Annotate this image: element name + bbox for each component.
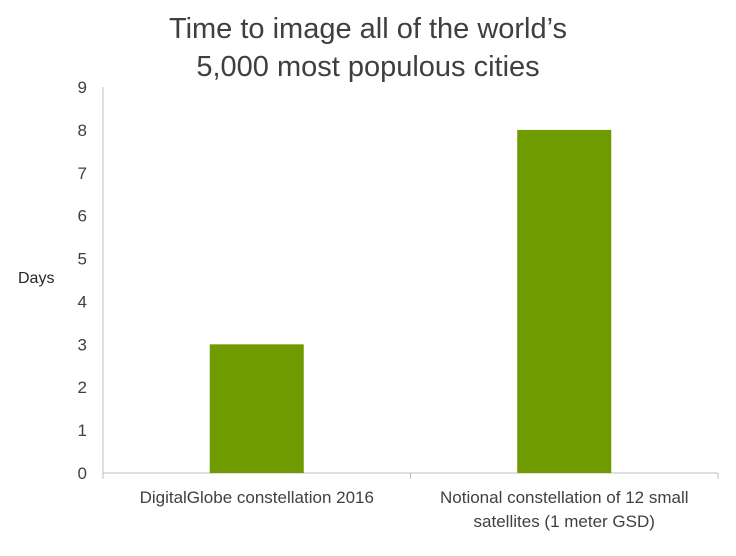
x-axis [102,472,719,479]
x-category-label: DigitalGlobe constellation 2016 [140,488,374,507]
y-tick-label: 0 [78,464,87,483]
chart-title-line-1: Time to image all of the world’s [168,13,568,45]
y-tick-label: 3 [78,335,87,354]
x-category-label: Notional constellation of 12 small [440,488,689,507]
y-tick-label: 1 [78,421,87,440]
bars [209,129,612,473]
chart-title: Time to image all of the world’s 5,000 m… [0,10,736,86]
bar [209,344,304,473]
bar [517,129,612,473]
y-tick-label: 6 [78,207,87,226]
y-tick-label: 4 [78,292,87,311]
y-tick-label: 7 [78,164,87,183]
x-category-label: satellites (1 meter GSD) [474,512,655,531]
chart-title-line-2: 5,000 most populous cities [196,51,540,83]
y-axis-label: Days [18,270,55,287]
y-axis: 0 1 2 3 4 5 6 7 8 9 [78,78,104,483]
y-tick-label: 5 [78,250,87,269]
y-tick-label: 2 [78,378,87,397]
y-tick-label: 9 [78,78,87,97]
y-tick-label: 8 [78,121,87,140]
category-labels: DigitalGlobe constellation 2016 Notional … [140,488,689,531]
